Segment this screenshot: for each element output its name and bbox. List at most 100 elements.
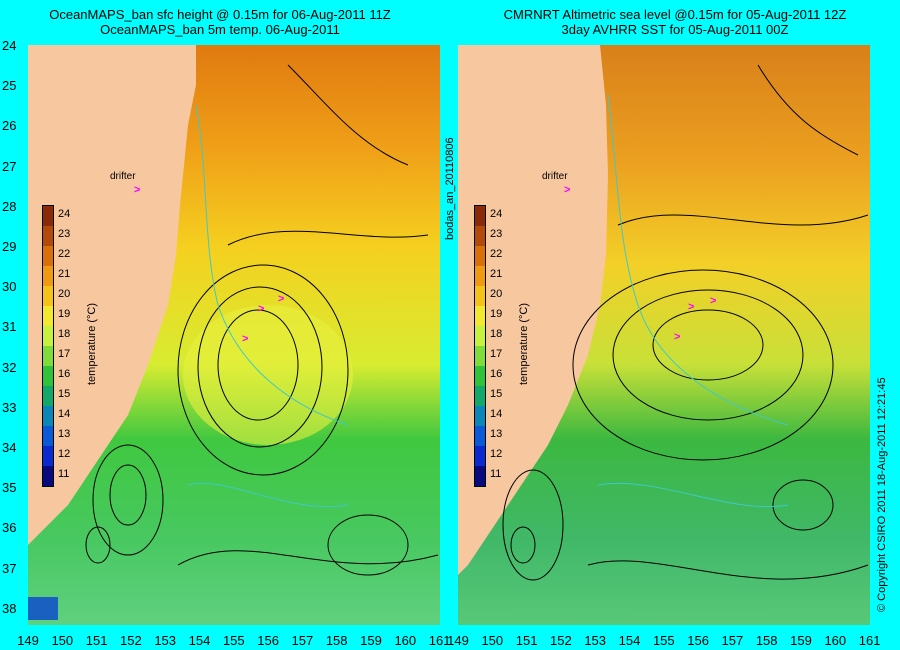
colorbar-segment xyxy=(43,206,53,226)
colorbar-tick-label: 19 xyxy=(490,308,503,320)
colorbar-tick-label: 20 xyxy=(58,288,71,300)
right-drifter-track: > xyxy=(688,301,695,313)
x-tick-label: 159 xyxy=(790,633,812,648)
colorbar-segment xyxy=(475,246,485,266)
left-warm-eddy xyxy=(183,305,353,445)
y-tick-label: 28 xyxy=(2,198,17,214)
x-tick-label: 158 xyxy=(755,633,778,648)
colorbar-tick-label: 23 xyxy=(58,228,71,240)
y-tick-label: 36 xyxy=(2,520,17,536)
colorbar-segment xyxy=(43,326,53,346)
colorbar-segment xyxy=(43,426,53,446)
x-tick-label: 156 xyxy=(257,633,279,648)
colorbar-tick-label: 16 xyxy=(58,368,71,380)
colorbar-tick-label: 21 xyxy=(58,268,71,280)
colorbar-segment xyxy=(43,406,53,426)
right-title-line2: 3day AVHRR SST for 05-Aug-2011 00Z xyxy=(561,22,789,37)
right-colorbar xyxy=(474,205,486,487)
left-drifter-track: > xyxy=(258,303,265,315)
x-tick-label: 150 xyxy=(51,633,74,648)
x-tick-label: 157 xyxy=(291,633,314,648)
colorbar-segment xyxy=(475,386,485,406)
colorbar-segment xyxy=(475,426,485,446)
colorbar-tick-label: 14 xyxy=(490,408,503,420)
y-tick-label: 38 xyxy=(2,600,17,616)
colorbar-segment xyxy=(43,306,53,326)
right-panel-title: CMRNRT Altimetric sea level @0.15m for 0… xyxy=(450,7,900,37)
colorbar-segment xyxy=(475,266,485,286)
y-tick-label: 27 xyxy=(2,158,17,174)
x-tick-label: 151 xyxy=(85,633,108,648)
left-cyan-contours xyxy=(187,104,349,508)
colorbar-segment xyxy=(475,366,485,386)
copyright-label: © Copyright CSIRO 2011 18-Aug-2011 12:21… xyxy=(876,377,888,612)
y-tick-label: 24 xyxy=(2,38,17,53)
left-title-line1: OceanMAPS_ban sfc height @ 0.15m for 06-… xyxy=(49,7,391,22)
x-tick-label: 160 xyxy=(824,633,847,648)
right-title-line1: CMRNRT Altimetric sea level @0.15m for 0… xyxy=(503,7,847,22)
left-colorbar-title: temperature (°C) xyxy=(86,302,98,385)
x-tick-label: 153 xyxy=(584,633,607,648)
right-cyan-contours xyxy=(597,94,789,508)
left-drifter-marker: > xyxy=(134,184,141,196)
colorbar-tick-label: 23 xyxy=(490,228,503,240)
colorbar-tick-label: 12 xyxy=(490,448,503,460)
right-land xyxy=(458,45,608,575)
colorbar-tick-label: 21 xyxy=(490,268,503,280)
x-tick-label: 154 xyxy=(188,633,211,648)
y-tick-label: 29 xyxy=(2,239,17,254)
colorbar-segment xyxy=(43,466,53,486)
colorbar-tick-label: 18 xyxy=(490,328,503,340)
colorbar-segment xyxy=(475,226,485,246)
colorbar-tick-label: 15 xyxy=(490,388,503,400)
x-tick-label: 154 xyxy=(618,633,641,648)
y-tick-label: 31 xyxy=(2,319,17,335)
left-land xyxy=(28,45,196,545)
colorbar-tick-label: 22 xyxy=(490,248,503,260)
right-drifter-track: > xyxy=(674,331,681,343)
colorbar-tick-label: 17 xyxy=(490,348,503,360)
left-contours xyxy=(85,64,439,576)
colorbar-segment xyxy=(475,326,485,346)
y-tick-label: 30 xyxy=(2,279,17,295)
x-tick-label: 149 xyxy=(447,633,469,648)
x-tick-label: 151 xyxy=(515,633,538,648)
x-tick-label: 149 xyxy=(17,633,39,648)
left-panel-title: OceanMAPS_ban sfc height @ 0.15m for 06-… xyxy=(0,7,440,37)
colorbar-segment xyxy=(475,346,485,366)
right-drifter-track: > xyxy=(710,295,717,307)
x-tick-label: 157 xyxy=(721,633,744,648)
right-colorbar-title: temperature (°C) xyxy=(518,302,530,385)
colorbar-tick-label: 12 xyxy=(58,448,71,460)
left-map-panel: drifter > > > > 24 23 22 21 20 19 18 17 16 15 14 13… xyxy=(28,45,440,625)
middle-side-label: bodas_an_20110806 xyxy=(444,137,456,240)
left-map-canvas xyxy=(28,45,440,625)
y-tick-label: 34 xyxy=(2,440,17,455)
right-drifter-label: drifter xyxy=(542,171,568,182)
colorbar-tick-label: 13 xyxy=(490,428,503,440)
colorbar-tick-label: 13 xyxy=(58,428,71,440)
colorbar-segment xyxy=(43,386,53,406)
left-cold-patch xyxy=(28,597,58,620)
colorbar-tick-label: 15 xyxy=(58,388,71,400)
colorbar-tick-label: 24 xyxy=(490,208,503,220)
colorbar-tick-label: 11 xyxy=(490,468,502,480)
x-tick-label: 161 xyxy=(858,633,881,648)
colorbar-segment xyxy=(475,466,485,486)
right-map-canvas xyxy=(458,45,870,625)
x-tick-label: 155 xyxy=(222,633,245,648)
colorbar-segment xyxy=(43,346,53,366)
left-drifter-track: > xyxy=(242,333,249,345)
colorbar-segment xyxy=(43,366,53,386)
x-tick-label: 161 xyxy=(428,633,451,648)
colorbar-tick-label: 19 xyxy=(58,308,71,320)
colorbar-segment xyxy=(43,246,53,266)
colorbar-segment xyxy=(475,286,485,306)
y-tick-label: 26 xyxy=(2,118,17,134)
colorbar-segment xyxy=(43,446,53,466)
right-map-panel: drifter > > > > 24 23 22 21 20 19 18 17 16 15 14 13… xyxy=(458,45,870,625)
y-tick-label: 32 xyxy=(2,359,17,375)
left-title-line2: OceanMAPS_ban 5m temp. 06-Aug-2011 xyxy=(100,22,340,37)
x-tick-label: 155 xyxy=(652,633,675,648)
colorbar-segment xyxy=(475,446,485,466)
